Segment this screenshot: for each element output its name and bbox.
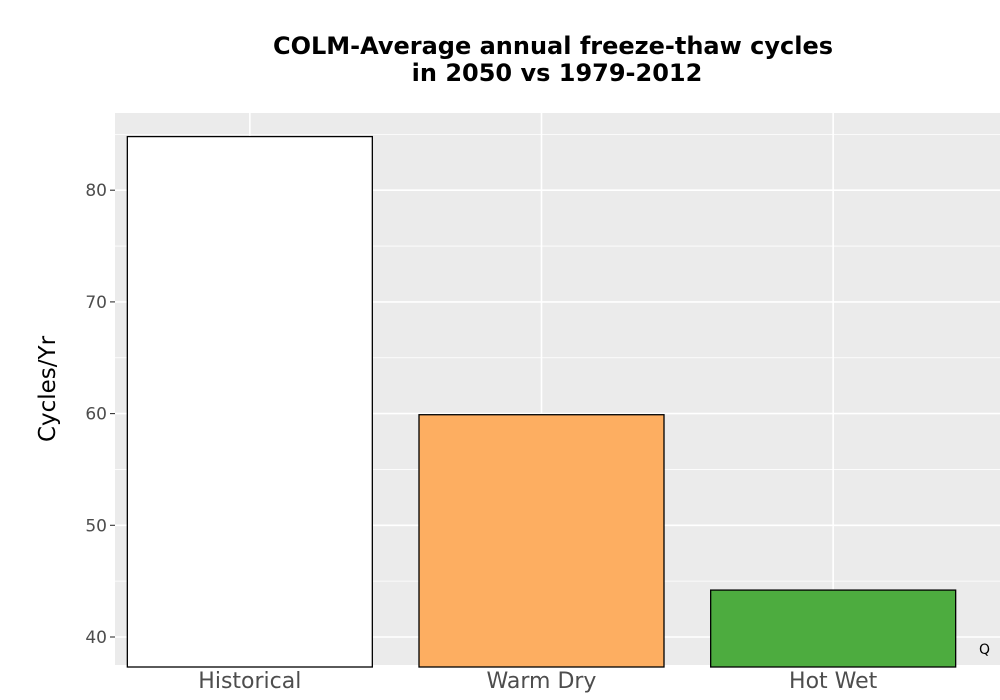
- x-tick-label: Hot Wet: [789, 669, 878, 694]
- x-axis: Historical Warm Dry Hot Wet: [198, 669, 877, 694]
- bars: [126, 135, 957, 668]
- y-tick-label: 70: [85, 293, 107, 313]
- y-tick-label: 40: [85, 628, 107, 648]
- y-axis-title: Cycles/Yr: [35, 335, 61, 442]
- x-tick-label: Historical: [198, 669, 301, 694]
- y-tick-label: 50: [85, 516, 107, 536]
- corner-note: Q: [979, 642, 990, 658]
- y-axis: 40 50 60 70 80: [85, 181, 115, 648]
- x-tick-label: Warm Dry: [487, 669, 597, 694]
- y-tick-label: 60: [85, 405, 107, 425]
- bar-hot-wet: [710, 589, 957, 668]
- bar-warm-dry: [418, 414, 665, 668]
- bar-historical: [126, 135, 373, 668]
- chart-title-line-1: COLM-Average annual freeze-thaw cycles: [273, 32, 833, 60]
- y-tick-label: 80: [85, 181, 107, 201]
- chart-title-line-2: in 2050 vs 1979-2012: [412, 59, 703, 87]
